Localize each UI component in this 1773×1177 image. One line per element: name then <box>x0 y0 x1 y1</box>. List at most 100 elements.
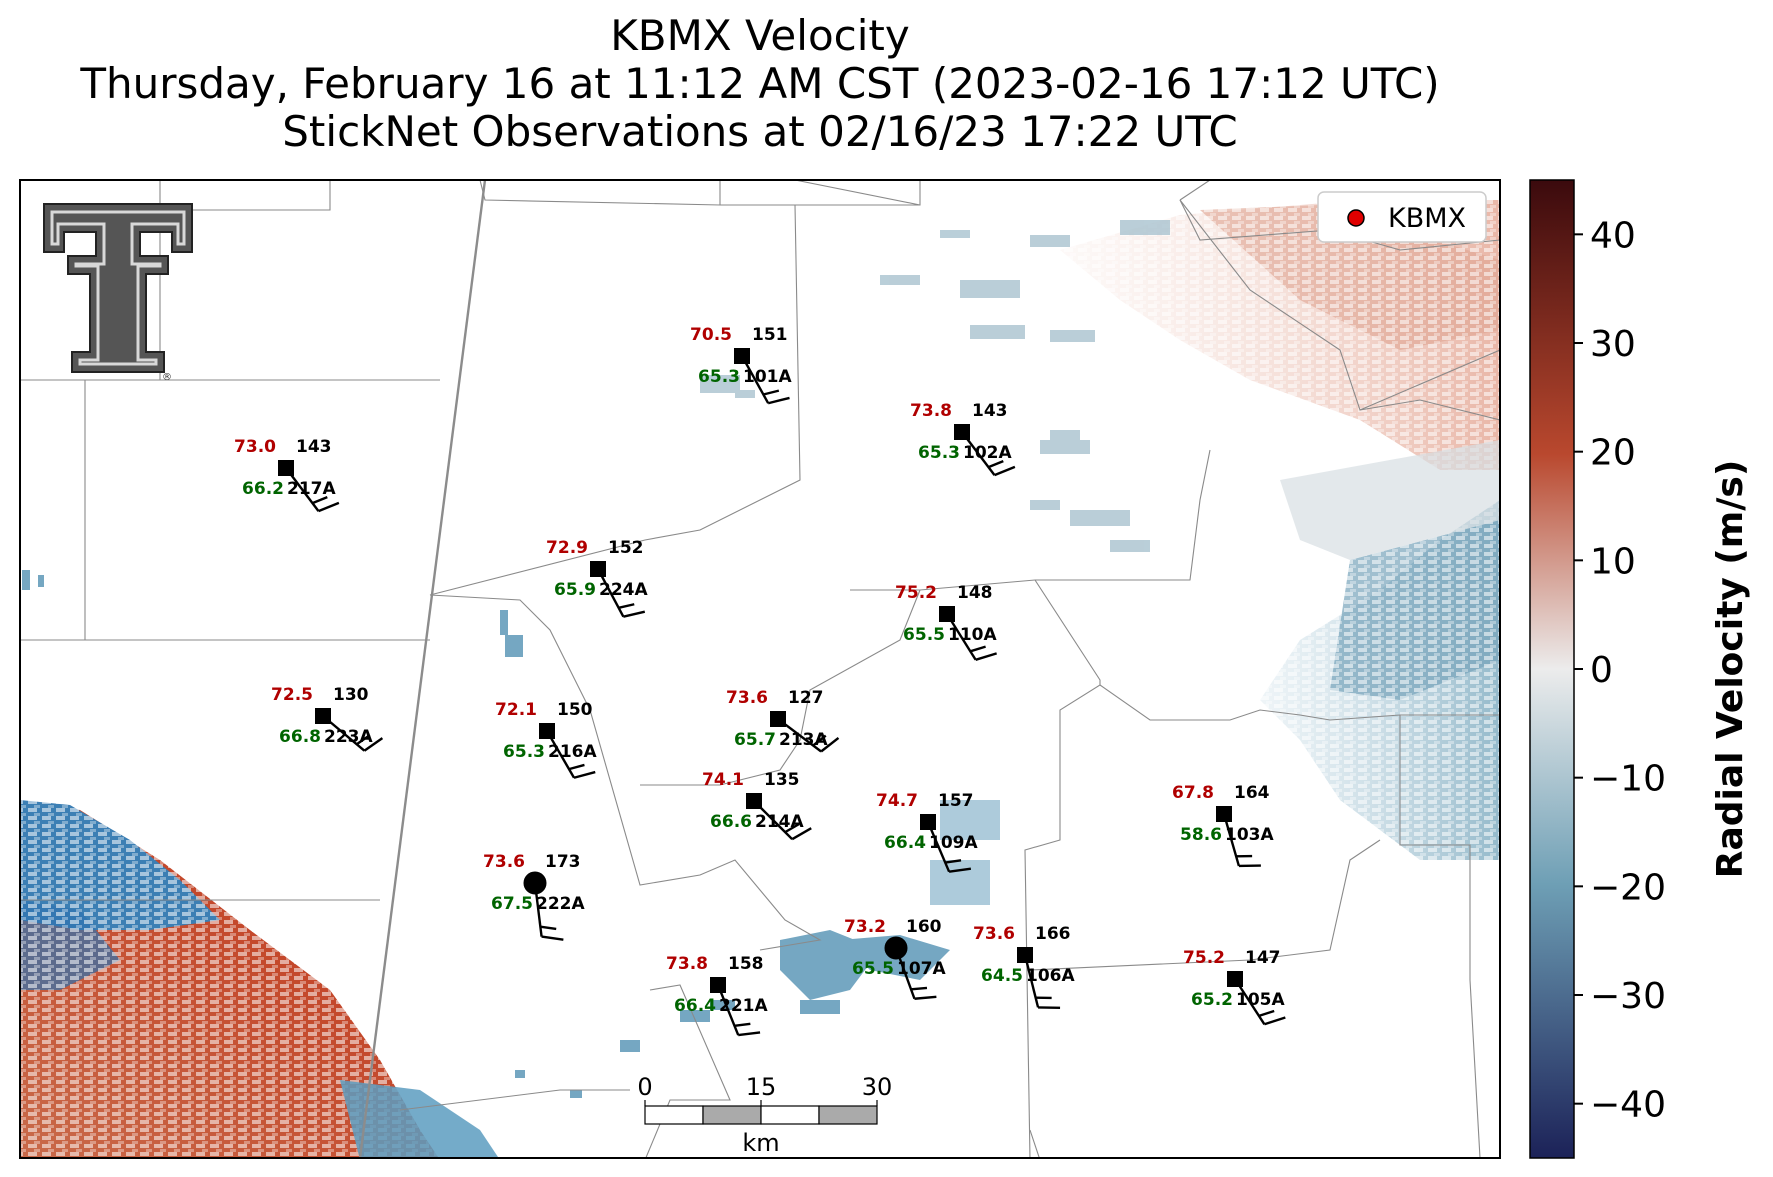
station-dewpoint: 58.6 <box>1180 825 1222 845</box>
station-id: 214A <box>755 812 804 832</box>
colorbar-tick-label: −20 <box>1590 867 1666 908</box>
station-marker-square-icon <box>920 814 936 830</box>
logo-registered-mark: ® <box>162 372 172 383</box>
station-wind-direction: 143 <box>296 437 332 457</box>
station-temperature: 72.9 <box>546 538 588 558</box>
light-echoes-north <box>700 220 1170 552</box>
legend-marker-icon <box>1347 209 1365 227</box>
station-id: 102A <box>963 443 1012 463</box>
station-dewpoint: 65.9 <box>554 580 596 600</box>
station-temperature: 72.5 <box>271 685 313 705</box>
station-marker-square-icon <box>539 723 555 739</box>
station-103a: 67.8 164 58.6 103A <box>1172 783 1274 868</box>
station-temperature: 72.1 <box>495 700 537 720</box>
station-dewpoint: 66.2 <box>242 479 284 499</box>
colorbar-ticks: 40 30 20 10 0 −10 −20 −30 −40 <box>1574 215 1666 1126</box>
scale-segment <box>760 1105 820 1125</box>
station-temperature: 74.7 <box>876 791 918 811</box>
map-area <box>19 179 1501 1159</box>
scale-bar: 0 15 30 km <box>637 1073 892 1157</box>
station-dewpoint: 66.4 <box>884 833 926 853</box>
station-temperature: 67.8 <box>1172 783 1214 803</box>
echoes-southwest <box>20 800 499 1158</box>
station-id: 224A <box>599 580 648 600</box>
station-id: 110A <box>948 625 997 645</box>
scale-segment <box>818 1105 878 1125</box>
station-222a: 73.6 173 67.5 222A <box>483 852 585 941</box>
station-marker-square-icon <box>1216 806 1232 822</box>
station-marker-square-icon <box>939 606 955 622</box>
station-dewpoint: 65.5 <box>903 625 945 645</box>
station-110a: 75.2 148 65.5 110A <box>895 583 997 661</box>
station-id: 217A <box>287 479 336 499</box>
station-id: 223A <box>324 727 373 747</box>
station-213a: 73.6 127 65.7 213A <box>726 688 840 753</box>
station-107a: 73.2 160 65.5 107A <box>844 917 946 1000</box>
scale-unit-label: km <box>742 1129 779 1157</box>
colorbar-tick-label: 0 <box>1590 650 1613 691</box>
colorbar-tick-label: 30 <box>1590 324 1636 365</box>
station-dewpoint: 65.3 <box>918 443 960 463</box>
station-marker-square-icon <box>278 460 294 476</box>
station-temperature: 73.8 <box>666 954 708 974</box>
texas-tech-logo: ® <box>43 203 193 383</box>
station-marker-square-icon <box>1017 947 1033 963</box>
station-dewpoint: 65.3 <box>698 367 740 387</box>
station-wind-direction: 173 <box>545 852 581 872</box>
title-block: KBMX Velocity Thursday, February 16 at 1… <box>0 12 1520 156</box>
station-id: 107A <box>897 959 946 979</box>
station-wind-direction: 127 <box>788 688 824 708</box>
station-wind-direction: 166 <box>1035 924 1071 944</box>
station-id: 213A <box>779 730 828 750</box>
station-dewpoint: 65.5 <box>852 959 894 979</box>
station-wind-direction: 147 <box>1245 948 1281 968</box>
station-224a: 72.9 152 65.9 224A <box>546 538 648 618</box>
scale-segment <box>644 1105 704 1125</box>
scale-tick-label: 30 <box>862 1073 893 1101</box>
station-wind-direction: 164 <box>1234 783 1270 803</box>
colorbar-tick-label: −30 <box>1590 976 1666 1017</box>
wind-barb <box>1222 813 1261 868</box>
station-temperature: 73.6 <box>483 852 525 872</box>
station-dewpoint: 65.2 <box>1191 990 1233 1010</box>
title-line-2: Thursday, February 16 at 11:12 AM CST (2… <box>80 59 1440 108</box>
colorbar-tick-label: 40 <box>1590 215 1636 256</box>
station-marker-square-icon <box>954 424 970 440</box>
station-id: 216A <box>548 742 597 762</box>
title-line-3: StickNet Observations at 02/16/23 17:22 … <box>282 107 1238 156</box>
station-marker-square-icon <box>746 793 762 809</box>
station-dewpoint: 66.6 <box>710 812 752 832</box>
station-wind-direction: 152 <box>608 538 644 558</box>
station-marker-square-icon <box>770 711 786 727</box>
station-109a: 74.7 157 66.4 109A <box>876 791 978 873</box>
station-214a: 74.1 135 66.6 214A <box>702 770 812 841</box>
colorbar-label: Radial Velocity (m/s) <box>1710 460 1751 879</box>
station-dewpoint: 66.4 <box>674 996 716 1016</box>
wind-barb <box>716 984 761 1037</box>
colorbar: 40 30 20 10 0 −10 −20 −30 −40 Radial Velocity (m… <box>1529 179 1751 1159</box>
station-id: 101A <box>743 367 792 387</box>
station-marker-square-icon <box>315 708 331 724</box>
station-101a: 70.5 151 65.3 101A <box>690 325 792 405</box>
scale-segment <box>702 1105 762 1125</box>
scale-tick-label: 15 <box>746 1073 777 1101</box>
station-dewpoint: 65.7 <box>734 730 776 750</box>
station-106a: 73.6 166 64.5 106A <box>973 924 1075 1009</box>
station-id: 109A <box>929 833 978 853</box>
station-wind-direction: 130 <box>333 685 369 705</box>
station-temperature: 73.6 <box>726 688 768 708</box>
station-wind-direction: 150 <box>557 700 593 720</box>
station-wind-direction: 148 <box>957 583 993 603</box>
station-id: 106A <box>1026 966 1075 986</box>
station-temperature: 70.5 <box>690 325 732 345</box>
station-id: 103A <box>1225 825 1274 845</box>
colorbar-tick-label: 10 <box>1590 541 1636 582</box>
radar-velocity-field <box>20 200 1500 1158</box>
station-marker-square-icon <box>710 977 726 993</box>
station-id: 222A <box>536 894 585 914</box>
station-221a: 73.8 158 66.4 221A <box>666 954 768 1037</box>
station-wind-direction: 151 <box>752 325 788 345</box>
station-temperature: 74.1 <box>702 770 744 790</box>
